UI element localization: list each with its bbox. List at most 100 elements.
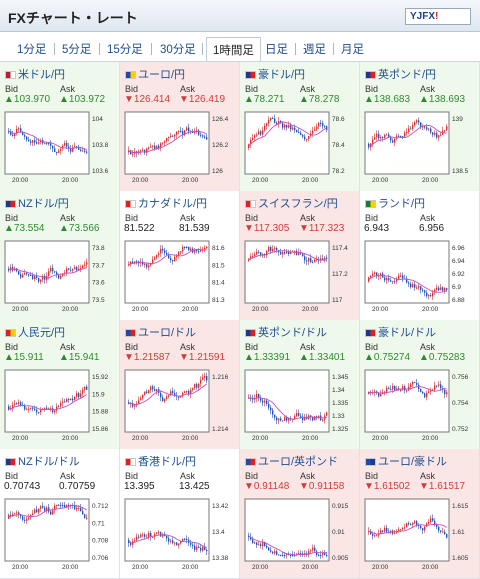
candle-body (288, 554, 290, 556)
mini-chart[interactable]: 126.4 126.2 126 20:00 20:00 (124, 110, 236, 188)
mini-chart[interactable]: 81.6 81.5 81.4 81.3 20:00 20:00 (124, 239, 236, 317)
pair-link[interactable]: NZドル/ドル (5, 453, 80, 469)
pair-link[interactable]: ユーロ/円 (125, 66, 185, 82)
tab-5min[interactable]: 5分足 (62, 44, 92, 56)
candle-body (314, 416, 316, 421)
tab-15min[interactable]: 15分足 (107, 44, 143, 56)
currency-panel[interactable]: ユーロ/豪ドル Bid Ask ▼1.61502 ▼1.61517 1.615 1.61 1.… (360, 449, 480, 579)
currency-panel[interactable]: 人民元/円 Bid Ask ▲15.911 ▲15.941 15.92 15.9 15.88 1… (0, 320, 120, 450)
bid-value: ▲103.970 (4, 94, 51, 105)
pair-link[interactable]: スイスフラン/円 (245, 195, 338, 211)
pair-link[interactable]: 英ポンド/ドル (245, 324, 327, 340)
currency-panel[interactable]: カナダドル/円 Bid Ask 81.522 81.539 81.6 81.5 81.4 81.… (120, 191, 240, 321)
pair-name: 英ポンド/ドル (258, 327, 328, 339)
mini-chart[interactable]: 78.6 78.4 78.2 20:00 20:00 (244, 110, 356, 188)
candle-body (408, 128, 410, 132)
candle-body (166, 138, 168, 142)
candle-body (380, 273, 382, 276)
mini-chart[interactable]: 0.756 0.754 0.752 20:00 20:00 (364, 368, 476, 446)
pair-link[interactable]: ユーロ/英ポンド (245, 453, 338, 469)
candle-body (258, 131, 260, 135)
yjfx-logo[interactable]: YJFX! (405, 8, 471, 25)
currency-panel[interactable]: 英ポンド/円 Bid Ask ▲138.683 ▲138.693 139 138.5 20:0… (360, 62, 480, 192)
currency-panel[interactable]: NZドル/ドル Bid Ask 0.70743 0.70759 0.712 0.71 0.70… (0, 449, 120, 579)
plot-area (124, 369, 210, 433)
candle-body (78, 507, 80, 509)
tab-monthly[interactable]: 月足 (341, 44, 364, 56)
mini-chart[interactable]: 139 138.5 20:00 20:00 (364, 110, 476, 188)
page-title: FXチャート・レート (8, 10, 138, 26)
mini-chart[interactable]: 104 103.8 103.6 20:00 20:00 (4, 110, 116, 188)
y-tick-label: 138.5 (452, 168, 469, 175)
currency-panel[interactable]: ユーロ/ドル Bid Ask ▼1.21587 ▼1.21591 1.216 1.214 20… (120, 320, 240, 450)
currency-panel[interactable]: ユーロ/円 Bid Ask ▼126.414 ▼126.419 126.4 126.2 126… (120, 62, 240, 192)
ask-label: Ask (420, 84, 436, 94)
mini-chart[interactable]: 15.92 15.9 15.88 15.86 20:00 20:00 (4, 368, 116, 446)
x-tick-label: 20:00 (62, 564, 79, 571)
candle-body (26, 136, 28, 140)
mini-chart[interactable]: 1.345 1.34 1.335 1.33 1.325 20:00 20:00 (244, 368, 356, 446)
mini-chart[interactable]: 73.8 73.7 73.6 73.5 20:00 20:00 (4, 239, 116, 317)
pair-link[interactable]: ランド/円 (365, 195, 425, 211)
pair-link[interactable]: 香港ドル/円 (125, 453, 196, 469)
candle-body (156, 254, 158, 258)
mini-chart[interactable]: 0.915 0.91 0.905 20:00 20:00 (244, 497, 356, 575)
pair-link[interactable]: ユーロ/ドル (125, 324, 196, 340)
ask-value: 81.539 (179, 223, 210, 234)
currency-panel[interactable]: ユーロ/英ポンド Bid Ask ▼0.91148 ▼0.91158 0.915 0.91 0… (240, 449, 360, 579)
mini-chart[interactable]: 117.4 117.2 117 20:00 20:00 (244, 239, 356, 317)
pair-link[interactable]: 英ポンド/円 (365, 66, 436, 82)
candle-body (160, 532, 162, 537)
tab-separator (151, 43, 152, 55)
currency-panel[interactable]: 豪ドル/ドル Bid Ask ▲0.75274 ▲0.75283 0.756 0.754 0.… (360, 320, 480, 450)
candle-body (262, 253, 264, 256)
tab-1hour[interactable]: 1時間足 (206, 37, 261, 61)
bid-value: 0.70743 (4, 481, 41, 492)
pair-link[interactable]: NZドル/円 (5, 195, 69, 211)
tab-daily[interactable]: 日足 (265, 44, 288, 56)
mini-chart[interactable]: 1.216 1.214 20:00 20:00 (124, 368, 236, 446)
candle-body (262, 400, 264, 403)
currency-panel[interactable]: NZドル/円 Bid Ask ▲73.554 ▲73.566 73.8 73.7 73.6 73… (0, 191, 120, 321)
candle-body (264, 125, 266, 131)
candle-body (252, 539, 254, 543)
pair-link[interactable]: 人民元/円 (5, 324, 65, 340)
currency-panel[interactable]: 英ポンド/ドル Bid Ask ▲1.33391 ▲1.33401 1.345 1.34 1.… (240, 320, 360, 450)
mini-chart[interactable]: 0.712 0.71 0.708 0.706 20:00 20:00 (4, 497, 116, 575)
candle-body (80, 393, 82, 398)
tab-1min[interactable]: 1分足 (17, 44, 47, 56)
candle-body (256, 542, 258, 546)
currency-panel[interactable]: 米ドル/円 Bid Ask ▲103.970 ▲103.972 104 103.8 103.6… (0, 62, 120, 192)
tab-separator (333, 43, 334, 55)
pair-link[interactable]: 豪ドル/円 (245, 66, 305, 82)
currency-panel[interactable]: ランド/円 Bid Ask 6.943 6.956 6.96 6.94 6.92 6.9 6.88… (360, 191, 480, 321)
tab-weekly[interactable]: 週足 (303, 44, 326, 56)
pair-link[interactable]: カナダドル/円 (125, 195, 207, 211)
candle-body (414, 521, 416, 524)
candle-body (132, 261, 134, 264)
currency-panel[interactable]: 豪ドル/円 Bid Ask ▲78.271 ▲78.278 78.6 78.4 78.2 20:… (240, 62, 360, 192)
tab-30min[interactable]: 30分足 (160, 44, 196, 56)
candle-body (276, 248, 278, 251)
candle-body (188, 391, 190, 395)
mini-chart[interactable]: 1.615 1.61 1.605 20:00 20:00 (364, 497, 476, 575)
mini-chart[interactable]: 13.42 13.4 13.38 20:00 20:00 (124, 497, 236, 575)
pair-link[interactable]: 豪ドル/ドル (365, 324, 436, 340)
candle-body (84, 386, 86, 390)
candle-body (162, 248, 164, 251)
ask-label: Ask (300, 471, 316, 481)
bid-value: ▼1.21587 (124, 352, 171, 363)
candle-body (178, 130, 180, 132)
pair-link[interactable]: ユーロ/豪ドル (365, 453, 447, 469)
candle-body (190, 248, 192, 251)
candle-body (432, 132, 434, 135)
candle-body (390, 280, 392, 282)
candle-body (22, 516, 24, 520)
pair-link[interactable]: 米ドル/円 (5, 66, 65, 82)
moving-average-line (368, 275, 447, 293)
mini-chart[interactable]: 6.96 6.94 6.92 6.9 6.88 20:00 20:00 (364, 239, 476, 317)
currency-panel[interactable]: スイスフラン/円 Bid Ask ▼117.305 ▼117.323 117.4 117.2… (240, 191, 360, 321)
chart-svg: 1.615 1.61 1.605 20:00 20:00 (364, 498, 469, 571)
currency-panel[interactable]: 香港ドル/円 Bid Ask 13.395 13.425 13.42 13.4 13.38 20… (120, 449, 240, 579)
x-tick-label: 20:00 (62, 177, 79, 184)
